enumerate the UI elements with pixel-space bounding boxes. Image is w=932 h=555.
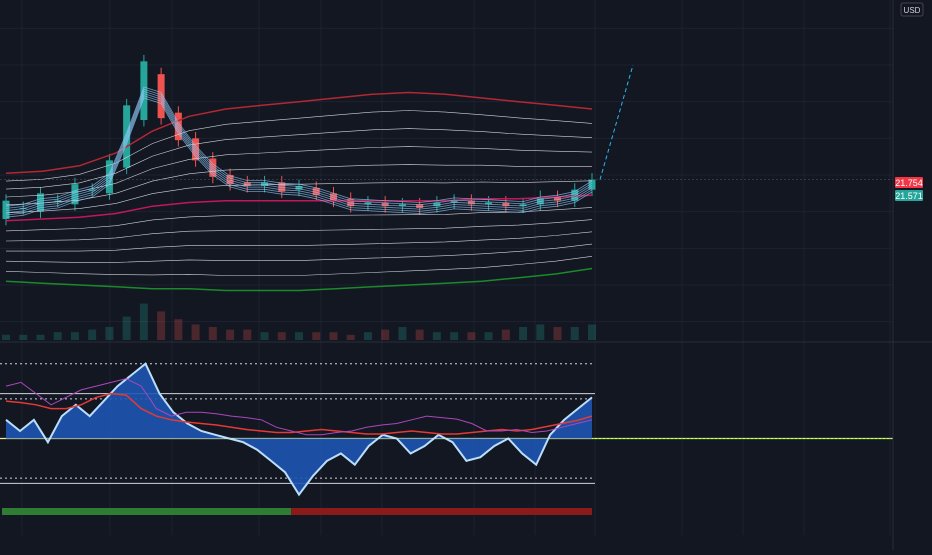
grid-lines <box>0 0 893 535</box>
lower-band-line <box>5 267 593 292</box>
volume-bar <box>398 327 407 340</box>
price-tag-last-label: 21.754 <box>895 178 923 188</box>
volume-bar <box>277 332 286 340</box>
volume-bar <box>570 327 579 340</box>
envelope-lower-line <box>5 256 593 276</box>
candle-body <box>485 202 493 205</box>
ribbon-line <box>5 86 593 207</box>
candle-body <box>36 193 44 212</box>
candle-body <box>433 202 441 207</box>
volume-bar <box>588 324 596 340</box>
oscillator-wave-area <box>6 363 592 495</box>
envelope-lower-line <box>5 207 593 232</box>
candle-body <box>278 182 286 192</box>
currency-button-label: USD <box>904 6 921 15</box>
candle-body <box>502 202 510 207</box>
regime-bar-bear <box>291 508 592 515</box>
volume-bar <box>260 332 269 340</box>
candle-body <box>571 189 579 201</box>
price-tag-last: 21.754 <box>895 177 923 188</box>
candle-body <box>450 200 458 203</box>
volume-bar <box>484 332 493 340</box>
volume-bar <box>157 311 166 340</box>
projection-line <box>599 64 634 180</box>
oscillator-pane[interactable] <box>0 362 893 515</box>
volume-bar <box>2 334 10 340</box>
volume-bar <box>363 332 372 340</box>
volume-bar <box>519 327 528 340</box>
currency-button[interactable]: USD <box>900 2 924 17</box>
candle-body <box>261 182 269 186</box>
candle-body <box>467 200 475 205</box>
volume-bar <box>174 319 183 340</box>
volume-bar <box>226 329 235 340</box>
volume-bar <box>312 332 321 340</box>
volume-bar <box>243 329 252 340</box>
upper-band-line <box>5 91 593 174</box>
volume-bar <box>450 332 459 340</box>
volume-bar <box>53 332 62 340</box>
candle-body <box>312 187 320 196</box>
ribbon-line <box>5 88 593 209</box>
volume-bar <box>191 324 200 340</box>
oscillator-trend-line <box>5 378 593 436</box>
volume-bar <box>88 329 97 340</box>
ribbon-line <box>5 90 593 211</box>
volume-bar <box>536 324 545 340</box>
volume-bar <box>415 329 424 340</box>
candle-body <box>226 175 234 185</box>
volume-bar <box>553 327 562 340</box>
candle-body <box>157 74 165 119</box>
candle-body <box>398 204 406 207</box>
mid-band-line <box>5 194 593 222</box>
ribbon-line <box>5 97 593 218</box>
candle-body <box>364 202 372 205</box>
volume-bar <box>36 334 45 340</box>
candle-body <box>588 179 596 190</box>
price-tag-other: 21.571 <box>895 190 923 201</box>
volume-bar <box>329 332 338 340</box>
regime-bar-bull <box>2 508 292 515</box>
oscillator-signal-line <box>5 392 593 435</box>
candle-body <box>71 184 79 205</box>
envelope-lower-line <box>5 243 593 263</box>
candle-body <box>554 197 562 201</box>
envelope-upper-line <box>5 164 592 206</box>
volume-bar <box>122 316 131 340</box>
candle-body <box>192 138 200 161</box>
envelope-upper-line <box>5 128 593 190</box>
candle-body <box>295 186 303 190</box>
volume-bar <box>467 332 476 340</box>
volume-bar <box>432 332 441 340</box>
volume-bar <box>19 334 28 340</box>
volume-bar <box>70 332 79 340</box>
volume-bar <box>501 329 510 340</box>
volume-bar <box>208 327 217 340</box>
price-pane[interactable] <box>0 54 893 340</box>
envelope-upper-line <box>5 110 593 182</box>
candle-body <box>416 204 424 208</box>
volume-bar <box>295 332 303 340</box>
candle-body <box>381 202 389 207</box>
candle-body <box>209 158 217 177</box>
candle-body <box>243 182 251 186</box>
candle-body <box>519 204 527 207</box>
candle-body <box>2 200 10 219</box>
candle-body <box>329 193 337 201</box>
volume-bar <box>139 303 148 340</box>
volume-bar <box>346 334 355 340</box>
ribbon-line <box>5 93 593 214</box>
envelope-lower-line <box>6 231 593 252</box>
candle-body <box>140 61 148 120</box>
price-tag-other-label: 21.571 <box>895 191 923 201</box>
candle-body <box>347 198 355 207</box>
ribbon-line <box>5 95 593 216</box>
envelope-lower-line <box>5 219 593 242</box>
candle-body <box>536 197 544 205</box>
volume-bar <box>381 329 390 340</box>
volume-bar <box>105 327 114 340</box>
oscillator-wave-line <box>5 362 593 497</box>
